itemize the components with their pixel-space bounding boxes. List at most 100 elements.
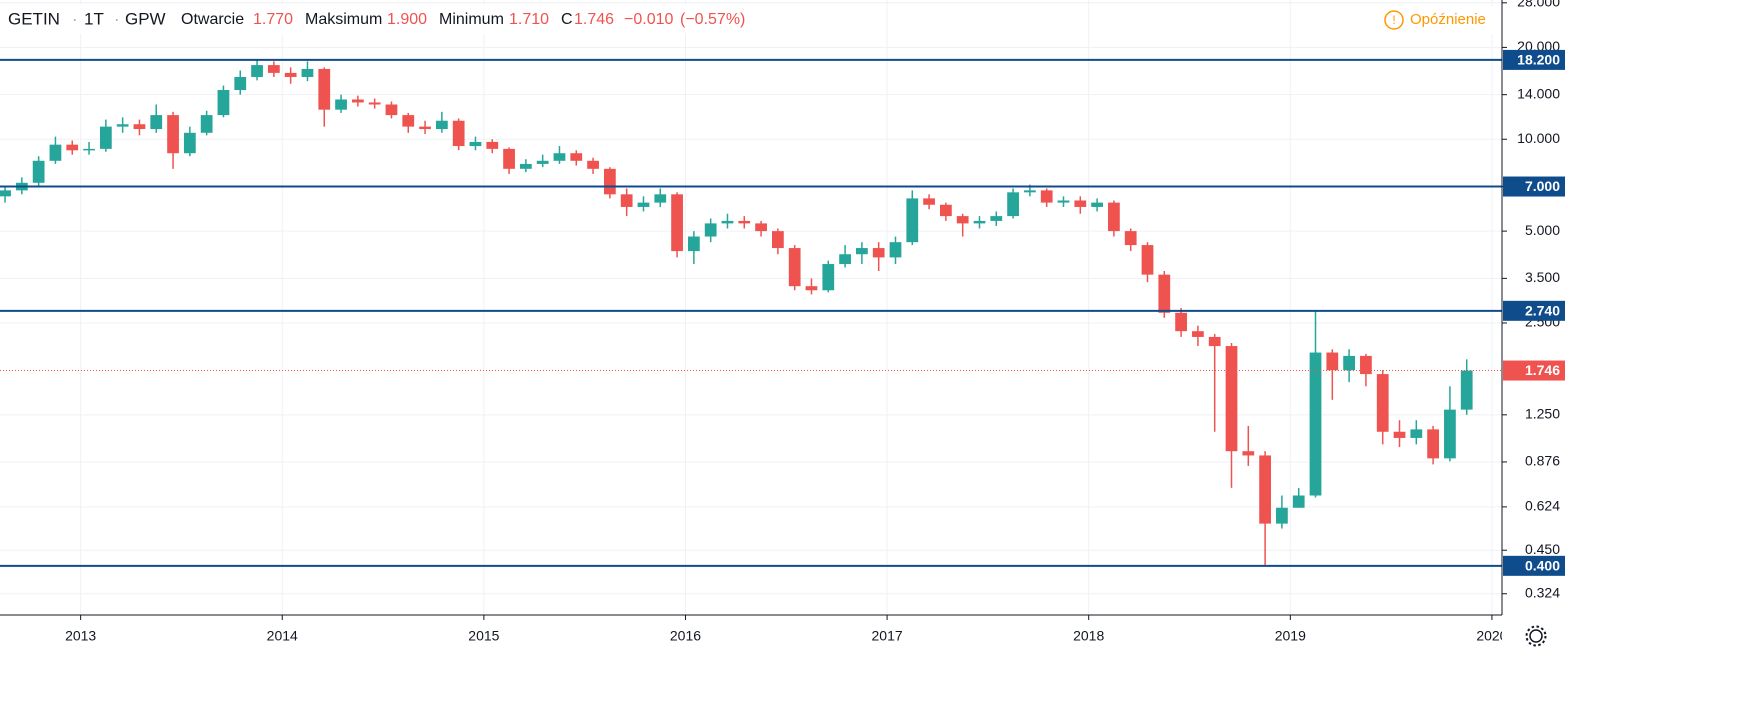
y-tick-label: 10.000 xyxy=(1517,130,1560,146)
candle-body xyxy=(486,141,499,149)
candle-body xyxy=(133,124,146,130)
candle-body xyxy=(1393,431,1406,438)
candle-body xyxy=(402,115,415,127)
candle-body xyxy=(772,231,784,249)
candle-body xyxy=(167,115,179,154)
candle-body xyxy=(1309,352,1322,496)
y-tick-label: 0.876 xyxy=(1525,453,1560,469)
last-price-bg xyxy=(1503,360,1565,381)
y-tick-label: 5.000 xyxy=(1525,222,1560,238)
candle-body xyxy=(1074,200,1087,207)
settings-icon[interactable] xyxy=(1525,625,1547,647)
candle-body xyxy=(856,248,868,255)
candle-body xyxy=(1276,507,1288,524)
candle-body xyxy=(1057,200,1070,203)
candle-body xyxy=(671,194,683,252)
candle-body xyxy=(1192,331,1204,337)
candle-body xyxy=(1460,370,1473,410)
candle-body xyxy=(1175,312,1187,332)
candle-body xyxy=(419,126,431,130)
candle-body xyxy=(755,223,767,232)
candle-body xyxy=(570,153,583,161)
y-tick-label: 0.450 xyxy=(1525,541,1560,557)
gear-teeth xyxy=(1525,625,1547,647)
candle-body xyxy=(1024,190,1036,193)
candle-body xyxy=(1343,355,1355,371)
candle-body xyxy=(1091,202,1103,207)
candle-body xyxy=(788,248,801,287)
separator: · xyxy=(72,9,78,28)
candle-body xyxy=(687,236,700,252)
candle-body xyxy=(620,194,633,207)
delay-badge[interactable]: ! Opóźnienie xyxy=(1380,6,1498,34)
delay-icon xyxy=(1384,10,1404,30)
candle-body xyxy=(704,223,717,237)
candle-body xyxy=(553,153,566,161)
candle-body xyxy=(1410,429,1423,438)
candle-body xyxy=(435,120,448,130)
candle-body xyxy=(519,163,532,169)
candle-body xyxy=(200,115,213,133)
symbol[interactable]: GETIN xyxy=(8,9,60,28)
candle-body xyxy=(889,242,902,258)
candle-body xyxy=(1292,495,1305,508)
y-tick-label: 14.000 xyxy=(1517,85,1560,101)
candle-body xyxy=(32,160,45,183)
price-axis: 28.00020.00014.00010.0007.0005.0003.5002… xyxy=(1502,0,1565,600)
candle-body xyxy=(839,254,851,265)
x-tick-label: 2015 xyxy=(468,628,499,644)
candle-body xyxy=(956,216,969,224)
x-tick-label: 2019 xyxy=(1275,628,1306,644)
candle-body xyxy=(1326,352,1339,371)
candle-body xyxy=(906,198,919,243)
candle-body xyxy=(603,168,616,195)
candle-body xyxy=(587,160,599,169)
candle-body xyxy=(183,132,196,154)
high-label: Maksimum xyxy=(305,11,382,28)
candle-body xyxy=(351,99,364,103)
candle-body xyxy=(536,160,549,164)
header: GETIN · 1T · GPW Otwarcie 1.770 Maksimum… xyxy=(0,4,760,34)
candle-body xyxy=(267,65,280,73)
candle-body xyxy=(1208,336,1221,347)
y-tick-label: 0.624 xyxy=(1525,498,1560,514)
candle-body xyxy=(318,68,331,110)
candle-body xyxy=(1444,409,1456,459)
candle-body xyxy=(1040,190,1053,203)
x-tick-label: 2017 xyxy=(872,628,903,644)
close-label: C xyxy=(561,11,573,28)
candle-body xyxy=(721,220,734,224)
y-tick-label: 28.000 xyxy=(1517,0,1560,10)
y-tick-label: 1.250 xyxy=(1525,406,1560,422)
candle-body xyxy=(217,90,230,116)
candle-body xyxy=(872,248,885,258)
low-label: Minimum xyxy=(439,11,504,28)
x-tick-label: 2013 xyxy=(65,628,96,644)
interval[interactable]: 1T xyxy=(84,9,104,28)
separator: · xyxy=(114,9,120,28)
level-label-bg xyxy=(1503,176,1565,197)
exchange: GPW xyxy=(125,9,166,28)
level-label-bg xyxy=(1503,555,1565,576)
high-value: 1.900 xyxy=(387,11,427,28)
plot-area: 2013 2014 2015 2016 2017 2018 2019 2020 xyxy=(0,0,1508,644)
level-label: 0.400 xyxy=(1525,558,1560,574)
x-tick-label: 2020 xyxy=(1476,628,1507,644)
gear xyxy=(1529,629,1543,643)
low-value: 1.710 xyxy=(509,11,549,28)
candle-body xyxy=(251,65,263,77)
y-tick-label: 0.324 xyxy=(1525,584,1560,600)
change: −0.010 xyxy=(624,11,673,28)
candle-body xyxy=(923,198,935,205)
candle-body xyxy=(822,264,835,291)
candle-body xyxy=(66,144,79,151)
close-value: 1.746 xyxy=(574,11,614,28)
delay-text: Opóźnienie xyxy=(1410,11,1486,28)
candle-body xyxy=(1360,355,1372,375)
level-label-bg xyxy=(1503,49,1565,70)
candle-body xyxy=(368,102,381,105)
candle-body xyxy=(385,104,398,116)
candle-body xyxy=(301,68,314,77)
